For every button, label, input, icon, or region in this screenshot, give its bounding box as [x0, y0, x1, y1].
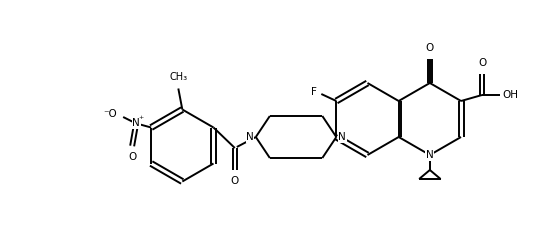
Text: O: O: [426, 43, 434, 53]
Text: N: N: [246, 132, 254, 142]
Text: OH: OH: [503, 90, 519, 100]
Text: O: O: [128, 153, 136, 163]
Text: O: O: [478, 58, 486, 68]
Text: O: O: [230, 177, 239, 187]
Text: CH₃: CH₃: [169, 72, 188, 82]
Text: +: +: [138, 115, 143, 120]
Text: ⁻O: ⁻O: [103, 109, 117, 119]
Text: F: F: [311, 87, 317, 97]
Text: N: N: [338, 132, 346, 142]
Text: N: N: [426, 150, 434, 160]
Text: N: N: [132, 119, 140, 129]
